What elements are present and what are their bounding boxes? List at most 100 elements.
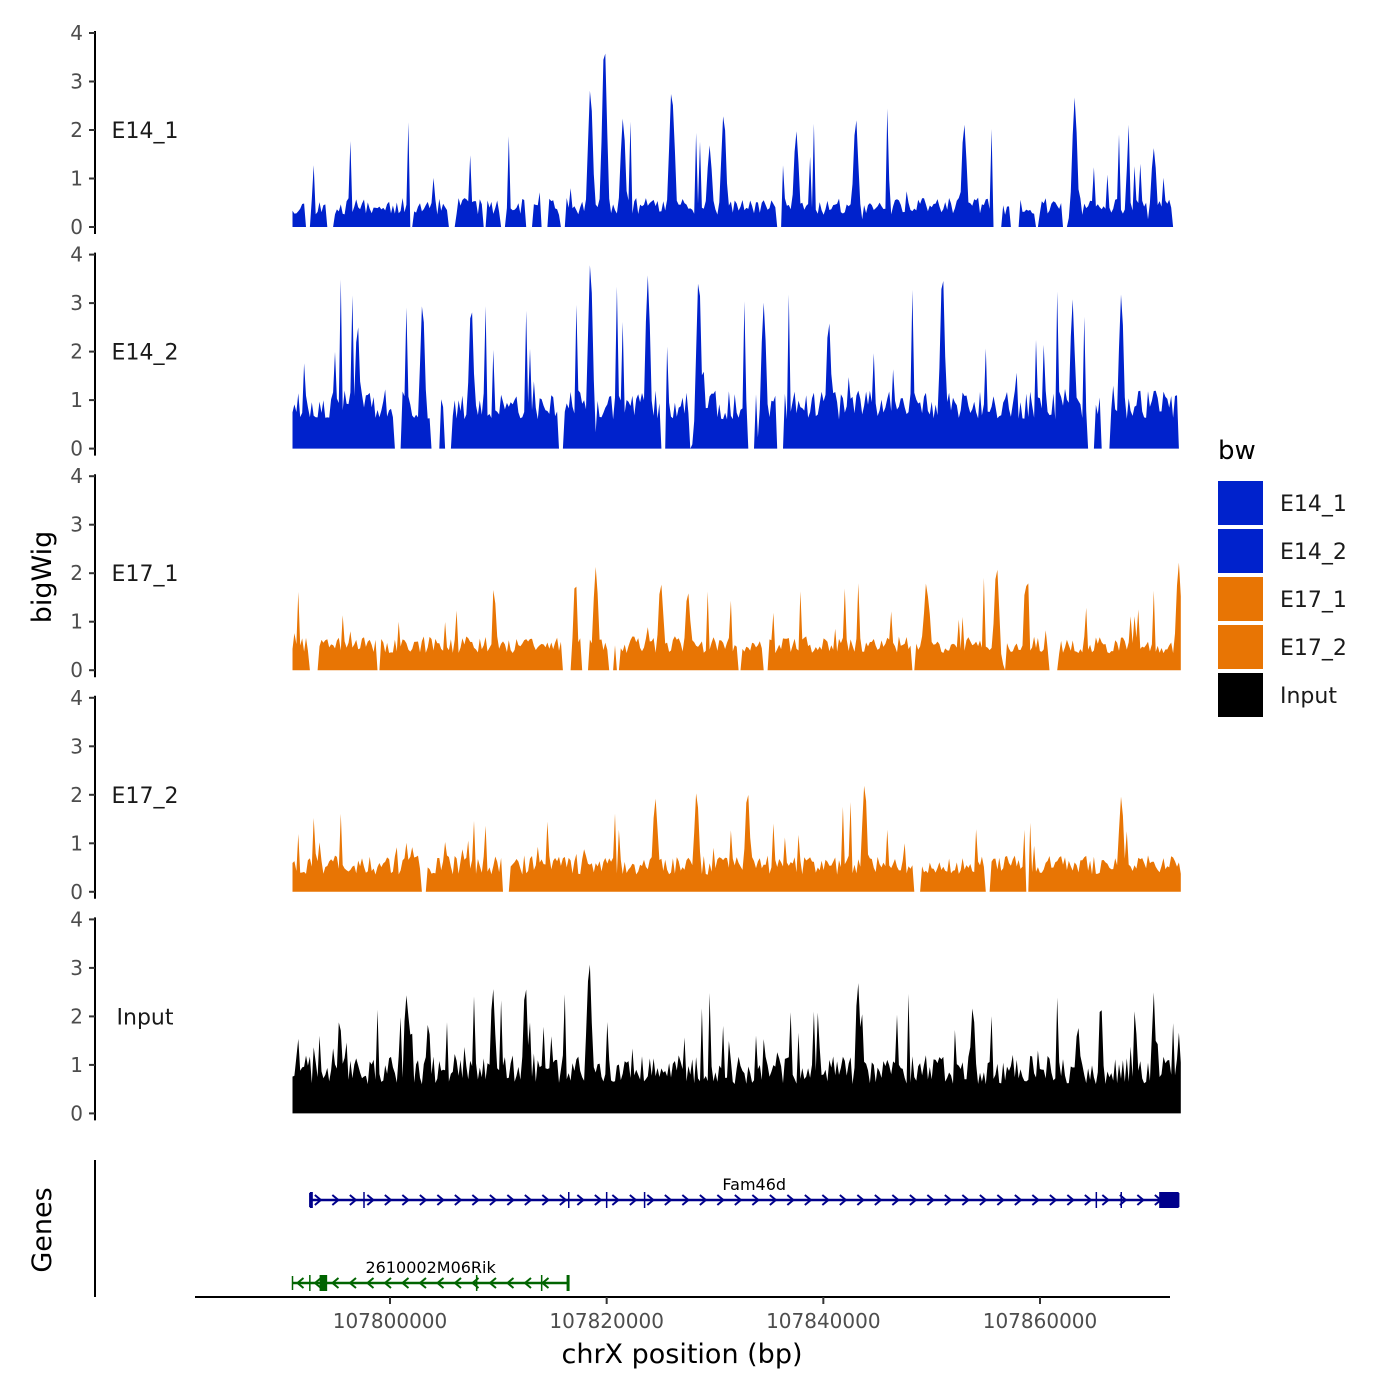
strand-arrow <box>839 1194 848 1206</box>
legend-item: E17_1 <box>1218 577 1347 621</box>
strand-arrow <box>874 1194 883 1206</box>
legend-item: Input <box>1218 673 1337 717</box>
strand-arrow <box>559 1194 568 1206</box>
strand-arrow <box>664 1194 673 1206</box>
y-tick-label: 3 <box>70 291 83 315</box>
legend-swatch <box>1218 481 1263 525</box>
strand-arrow <box>436 1194 445 1206</box>
signal-tracks: 0 1 2 3 4 E14_1 0 1 2 3 4 E14_2 0 1 2 3 4 E17_1 0 1 2 3 4 E17_2… <box>70 21 1181 1125</box>
track-E17_1: 0 1 2 3 4 E17_1 <box>70 464 1181 682</box>
strand-arrow <box>384 1194 393 1206</box>
strand-arrow <box>996 1194 1005 1206</box>
strand-arrow <box>1084 1194 1093 1206</box>
strand-arrow <box>418 1277 427 1289</box>
strand-arrow <box>1031 1194 1040 1206</box>
signal-area <box>292 53 1181 227</box>
legend-swatch <box>1218 577 1263 621</box>
y-tick-label: 1 <box>70 388 83 412</box>
strand-arrow <box>979 1194 988 1206</box>
strand-arrow <box>365 1277 375 1289</box>
strand-arrow <box>716 1194 725 1206</box>
strand-arrow <box>348 1277 357 1289</box>
y-tick-label: 3 <box>70 734 83 758</box>
exon <box>319 1275 328 1291</box>
y-tick-label: 1 <box>70 831 83 855</box>
gene-label: 2610002M06Rik <box>366 1258 497 1277</box>
strand-arrow <box>541 1194 550 1206</box>
track-label: E17_2 <box>112 784 179 809</box>
strand-arrow <box>909 1194 918 1206</box>
strand-arrow <box>314 1194 323 1206</box>
strand-arrow <box>961 1194 970 1206</box>
strand-arrow <box>383 1277 392 1289</box>
y-tick-label: 3 <box>70 70 83 94</box>
strand-arrow <box>856 1194 865 1206</box>
strand-arrow <box>349 1194 358 1206</box>
y-tick-label: 4 <box>70 243 83 267</box>
legend-label: E14_2 <box>1280 540 1347 565</box>
track-E17_2: 0 1 2 3 4 E17_2 <box>70 686 1181 904</box>
gene-Fam46d: Fam46d <box>309 1175 1180 1208</box>
x-tick-label: 107840000 <box>766 1309 881 1333</box>
strand-arrow <box>944 1194 953 1206</box>
strand-arrow <box>576 1194 585 1206</box>
x-axis-title: chrX position (bp) <box>561 1339 802 1370</box>
track-E14_1: 0 1 2 3 4 E14_1 <box>70 21 1181 239</box>
legend-label: E17_1 <box>1280 588 1347 613</box>
gene-track: Fam46d 2610002M06Rik <box>94 1160 1180 1297</box>
strand-arrow <box>734 1194 743 1206</box>
y-tick-label: 2 <box>70 561 83 585</box>
legend: bw E14_1 E14_2 E17_1 E17_2 Input <box>1218 436 1347 717</box>
strand-arrow <box>646 1194 655 1206</box>
y-tick-label: 1 <box>70 1053 83 1077</box>
strand-arrow <box>1066 1194 1075 1206</box>
strand-arrow <box>540 1277 550 1289</box>
exon <box>309 1192 313 1208</box>
strand-arrow <box>891 1194 900 1206</box>
strand-arrow <box>331 1194 340 1206</box>
strand-arrow <box>489 1194 498 1206</box>
legend-item: E14_1 <box>1218 481 1347 525</box>
strand-arrow <box>505 1277 515 1289</box>
y-tick-label: 4 <box>70 686 83 710</box>
track-E14_2: 0 1 2 3 4 E14_2 <box>70 243 1181 461</box>
strand-arrow <box>401 1194 410 1206</box>
strand-arrow <box>1136 1194 1145 1206</box>
track-label: E17_1 <box>112 562 179 587</box>
strand-arrow <box>786 1194 795 1206</box>
strand-arrow <box>1014 1194 1023 1206</box>
x-tick-label: 107860000 <box>983 1309 1098 1333</box>
strand-arrow <box>454 1194 463 1206</box>
y-tick-label: 0 <box>70 1101 83 1125</box>
legend-label: Input <box>1280 684 1337 709</box>
signal-area <box>292 964 1181 1114</box>
strand-arrow <box>435 1277 445 1289</box>
y-tick-label: 2 <box>70 783 83 807</box>
strand-arrow <box>313 1277 322 1289</box>
legend-label: E14_1 <box>1280 492 1347 517</box>
x-axis: 107800000 107820000 107840000 107860000 <box>195 1296 1170 1333</box>
y-tick-label: 3 <box>70 513 83 537</box>
y-tick-label: 4 <box>70 21 83 45</box>
strand-arrow <box>400 1277 410 1289</box>
y-tick-label: 1 <box>70 610 83 634</box>
y-tick-label: 1 <box>70 167 83 191</box>
legend-label: E17_2 <box>1280 636 1347 661</box>
gene-2610002M06Rik: 2610002M06Rik <box>291 1258 570 1291</box>
signal-area <box>292 562 1181 671</box>
exon <box>1159 1192 1179 1208</box>
strand-arrow <box>524 1194 533 1206</box>
y-tick-label: 2 <box>70 1004 83 1028</box>
y-tick-label: 4 <box>70 464 83 488</box>
legend-swatch <box>1218 529 1263 573</box>
y-tick-label: 4 <box>70 907 83 931</box>
strand-arrow <box>611 1194 620 1206</box>
strand-arrow <box>295 1277 305 1289</box>
y-tick-label: 0 <box>70 658 83 682</box>
track-Input: 0 1 2 3 4 Input <box>70 907 1181 1125</box>
legend-title: bw <box>1218 436 1256 466</box>
legend-item: E14_2 <box>1218 529 1347 573</box>
x-tick-label: 107800000 <box>333 1309 448 1333</box>
strand-arrow <box>699 1194 708 1206</box>
